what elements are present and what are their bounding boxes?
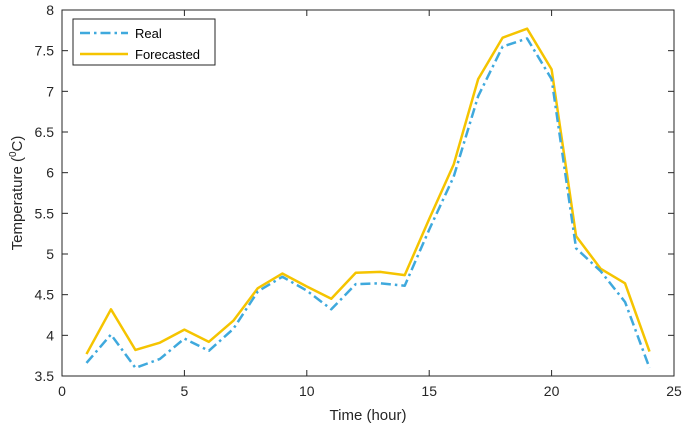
y-tick-label: 6: [46, 165, 54, 181]
y-tick-label: 4.5: [35, 287, 55, 303]
y-tick-label: 7.5: [35, 43, 55, 59]
y-tick-label: 3.5: [35, 368, 55, 384]
y-tick-label: 4: [46, 327, 54, 343]
plot-area: [62, 10, 674, 376]
legend: Real Forecasted: [72, 18, 216, 66]
y-axis-label-main: Temperature (: [9, 157, 26, 250]
axis-tick-labels: 0 5 10 15 20 25 3.5 4 4.5 5 5.5 6 6.5 7 7.5 8: [35, 2, 682, 399]
x-tick-label: 25: [666, 383, 682, 399]
y-tick-label: 8: [46, 2, 54, 18]
legend-box: [72, 18, 216, 66]
x-tick-label: 0: [58, 383, 66, 399]
series-line-real: [85, 37, 651, 370]
y-axis-label: Temperature (0C): [8, 136, 26, 251]
plot-frame: [61, 9, 675, 377]
y-axis-label-end: C): [9, 136, 26, 152]
y-tick-label: 5: [46, 246, 54, 262]
y-tick-label: 7: [46, 83, 54, 99]
series-group: [85, 27, 651, 370]
x-tick-label: 15: [421, 383, 437, 399]
y-tick-label: 6.5: [35, 124, 55, 140]
x-tick-label: 10: [299, 383, 315, 399]
x-tick-label: 20: [544, 383, 560, 399]
x-axis-label: Time (hour): [330, 407, 407, 424]
y-tick-label: 5.5: [35, 205, 55, 221]
y-axis-label-superscript: 0: [8, 151, 19, 157]
legend-label-real: Real: [135, 26, 162, 41]
series-line-forecasted: [85, 27, 651, 355]
x-tick-label: 5: [181, 383, 189, 399]
legend-label-forecasted: Forecasted: [135, 47, 200, 62]
